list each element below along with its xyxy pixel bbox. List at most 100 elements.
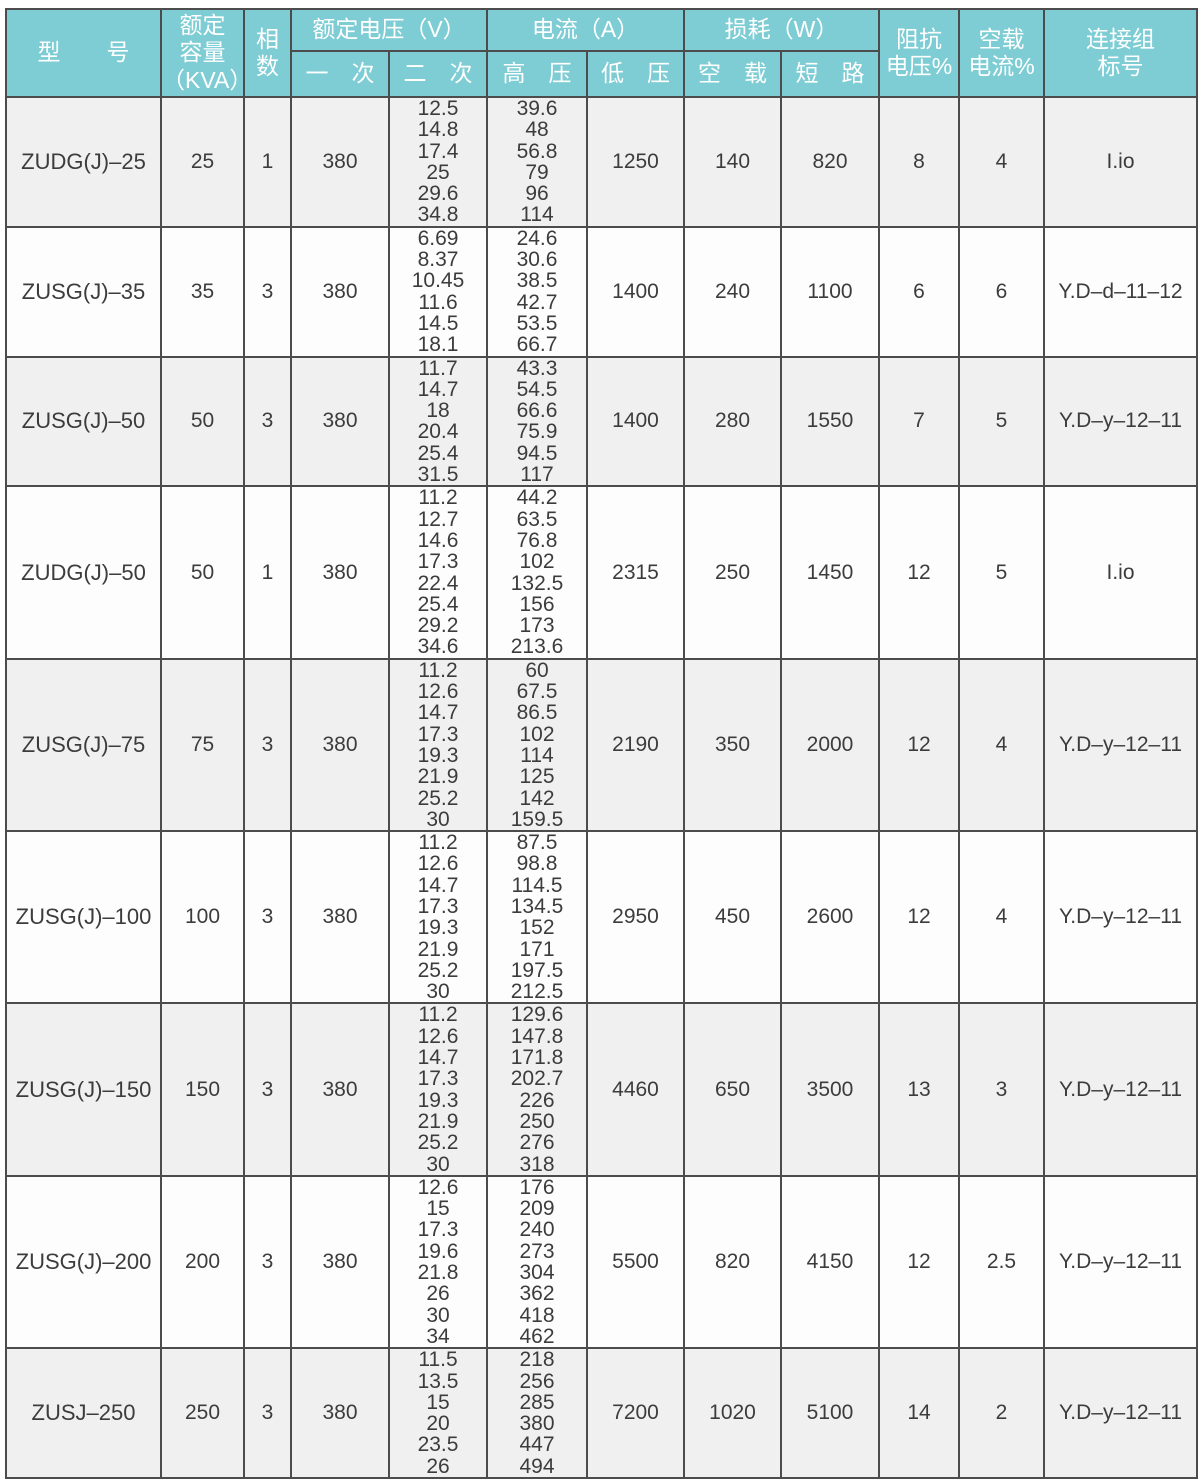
tap-value: 11.2 [418, 486, 458, 510]
tap-value: 14.7 [417, 701, 459, 725]
tap-value: 26 [426, 1454, 450, 1478]
tap-value: 25 [426, 160, 450, 184]
tap-value: 8.37 [417, 248, 459, 272]
header-impedance-voltage: 阻抗 电压% [878, 8, 960, 98]
cell-impedance-voltage-pct: 12 [878, 830, 960, 1005]
tap-value: 17.3 [417, 1067, 459, 1091]
tap-value: 29.6 [417, 182, 459, 206]
header-connection-group: 连接组 标号 [1043, 8, 1198, 98]
cell-lv-current: 2315 [586, 485, 685, 660]
cell-no-load-loss: 140 [683, 96, 782, 228]
cell-lv-current: 4460 [586, 1002, 685, 1177]
tap-value: 14.5 [417, 311, 459, 335]
tap-value: 14.7 [417, 873, 459, 897]
tap-value: 114 [520, 203, 554, 227]
tap-value: 17.3 [417, 550, 459, 574]
tap-value: 17.3 [417, 1218, 459, 1242]
cell-hv-current: 60 67.5 86.5 102 114 125 142 159.5 [486, 657, 588, 833]
cell-no-load-loss: 240 [683, 225, 782, 358]
tap-value: 380 [519, 1412, 555, 1436]
cell-no-load-current-pct: 4 [958, 830, 1045, 1005]
cell-impedance-voltage-pct: 14 [878, 1347, 960, 1479]
tap-value: 142 [519, 786, 555, 810]
tap-value: 31.5 [417, 463, 459, 487]
cell-capacity: 75 [160, 657, 245, 833]
cell-lv-current: 5500 [586, 1174, 685, 1350]
tap-value: 12.6 [417, 680, 459, 704]
cell-hv-current: 24.6 30.6 38.5 42.7 53.5 66.7 [486, 225, 588, 358]
cell-model: ZUSG(J)–75 [5, 657, 162, 833]
cell-phases: 1 [243, 96, 292, 228]
cell-connection-group: I.io [1043, 485, 1198, 660]
tap-value: 34.6 [417, 635, 459, 659]
cell-short-circuit-loss: 2600 [780, 830, 880, 1005]
cell-no-load-current-pct: 3 [958, 1002, 1045, 1177]
cell-impedance-voltage-pct: 13 [878, 1002, 960, 1177]
cell-model: ZUSG(J)–200 [5, 1174, 162, 1350]
tap-value: 20 [426, 1412, 450, 1436]
tap-value: 15 [426, 1197, 450, 1221]
tap-value: 171 [519, 937, 555, 961]
cell-phases: 3 [243, 657, 292, 833]
tap-value: 25.4 [417, 441, 459, 465]
cell-no-load-current-pct: 4 [958, 657, 1045, 833]
tap-value: 273 [519, 1239, 555, 1263]
cell-phases: 3 [243, 355, 292, 488]
tap-value: 42.7 [516, 290, 558, 314]
tap-value: 30 [426, 807, 450, 831]
cell-impedance-voltage-pct: 12 [878, 657, 960, 833]
tap-value: 34 [426, 1324, 450, 1348]
table-row: ZUDG(J)–25 25 1 380 12.5 14.8 17.4 25 29.6 34.8 39… [5, 96, 1198, 228]
cell-short-circuit-loss: 1100 [780, 225, 880, 358]
tap-value: 21.9 [417, 937, 459, 961]
tap-value: 14.6 [417, 528, 459, 552]
tap-value: 132.5 [510, 571, 564, 595]
cell-secondary: 11.2 12.6 14.7 17.3 19.3 21.9 25.2 30 [388, 657, 488, 833]
tap-value: 156 [519, 592, 555, 616]
cell-capacity: 50 [160, 485, 245, 660]
table-body: ZUDG(J)–25 25 1 380 12.5 14.8 17.4 25 29.6 34.8 39… [5, 96, 1198, 1479]
tap-value: 171.8 [510, 1046, 564, 1070]
tap-value: 213.6 [510, 635, 564, 659]
cell-no-load-loss: 450 [683, 830, 782, 1005]
cell-lv-current: 1400 [586, 355, 685, 488]
tap-value: 240 [519, 1218, 555, 1242]
tap-value: 94.5 [516, 441, 558, 465]
tap-value: 48 [525, 118, 549, 142]
cell-connection-group: Y.D–y–12–11 [1043, 1347, 1198, 1479]
header-primary: 一 次 [290, 50, 390, 98]
tap-value: 11.2 [418, 658, 458, 682]
tap-value: 66.7 [516, 333, 558, 357]
header-hv: 高 压 [486, 50, 588, 98]
cell-secondary: 12.5 14.8 17.4 25 29.6 34.8 [388, 96, 488, 228]
cell-phases: 3 [243, 1174, 292, 1350]
cell-no-load-current-pct: 5 [958, 355, 1045, 488]
cell-primary: 380 [290, 1174, 390, 1350]
header-phases: 相 数 [243, 8, 292, 98]
tap-value: 12.6 [417, 852, 459, 876]
cell-secondary: 11.2 12.6 14.7 17.3 19.3 21.9 25.2 30 [388, 1002, 488, 1177]
tap-value: 12.6 [417, 1175, 459, 1199]
header-no-load: 空 载 [683, 50, 782, 98]
tap-value: 176 [519, 1175, 555, 1199]
cell-primary: 380 [290, 1002, 390, 1177]
cell-impedance-voltage-pct: 6 [878, 225, 960, 358]
cell-no-load-current-pct: 5 [958, 485, 1045, 660]
tap-value: 53.5 [516, 311, 558, 335]
table-row: ZUSJ–250 250 3 380 11.5 13.5 15 20 23.5 26 218 256 2… [5, 1347, 1198, 1479]
tap-value: 114.5 [511, 873, 563, 897]
cell-model: ZUSJ–250 [5, 1347, 162, 1479]
tap-value: 125 [519, 765, 555, 789]
cell-primary: 380 [290, 485, 390, 660]
cell-secondary: 11.7 14.7 18 20.4 25.4 31.5 [388, 355, 488, 488]
cell-impedance-voltage-pct: 12 [878, 1174, 960, 1350]
tap-value: 12.7 [417, 507, 459, 531]
cell-lv-current: 1400 [586, 225, 685, 358]
cell-secondary: 11.5 13.5 15 20 23.5 26 [388, 1347, 488, 1479]
tap-value: 362 [519, 1282, 555, 1306]
tap-value: 96 [525, 182, 549, 206]
tap-value: 87.5 [516, 831, 558, 855]
tap-value: 25.2 [417, 786, 459, 810]
cell-short-circuit-loss: 5100 [780, 1347, 880, 1479]
